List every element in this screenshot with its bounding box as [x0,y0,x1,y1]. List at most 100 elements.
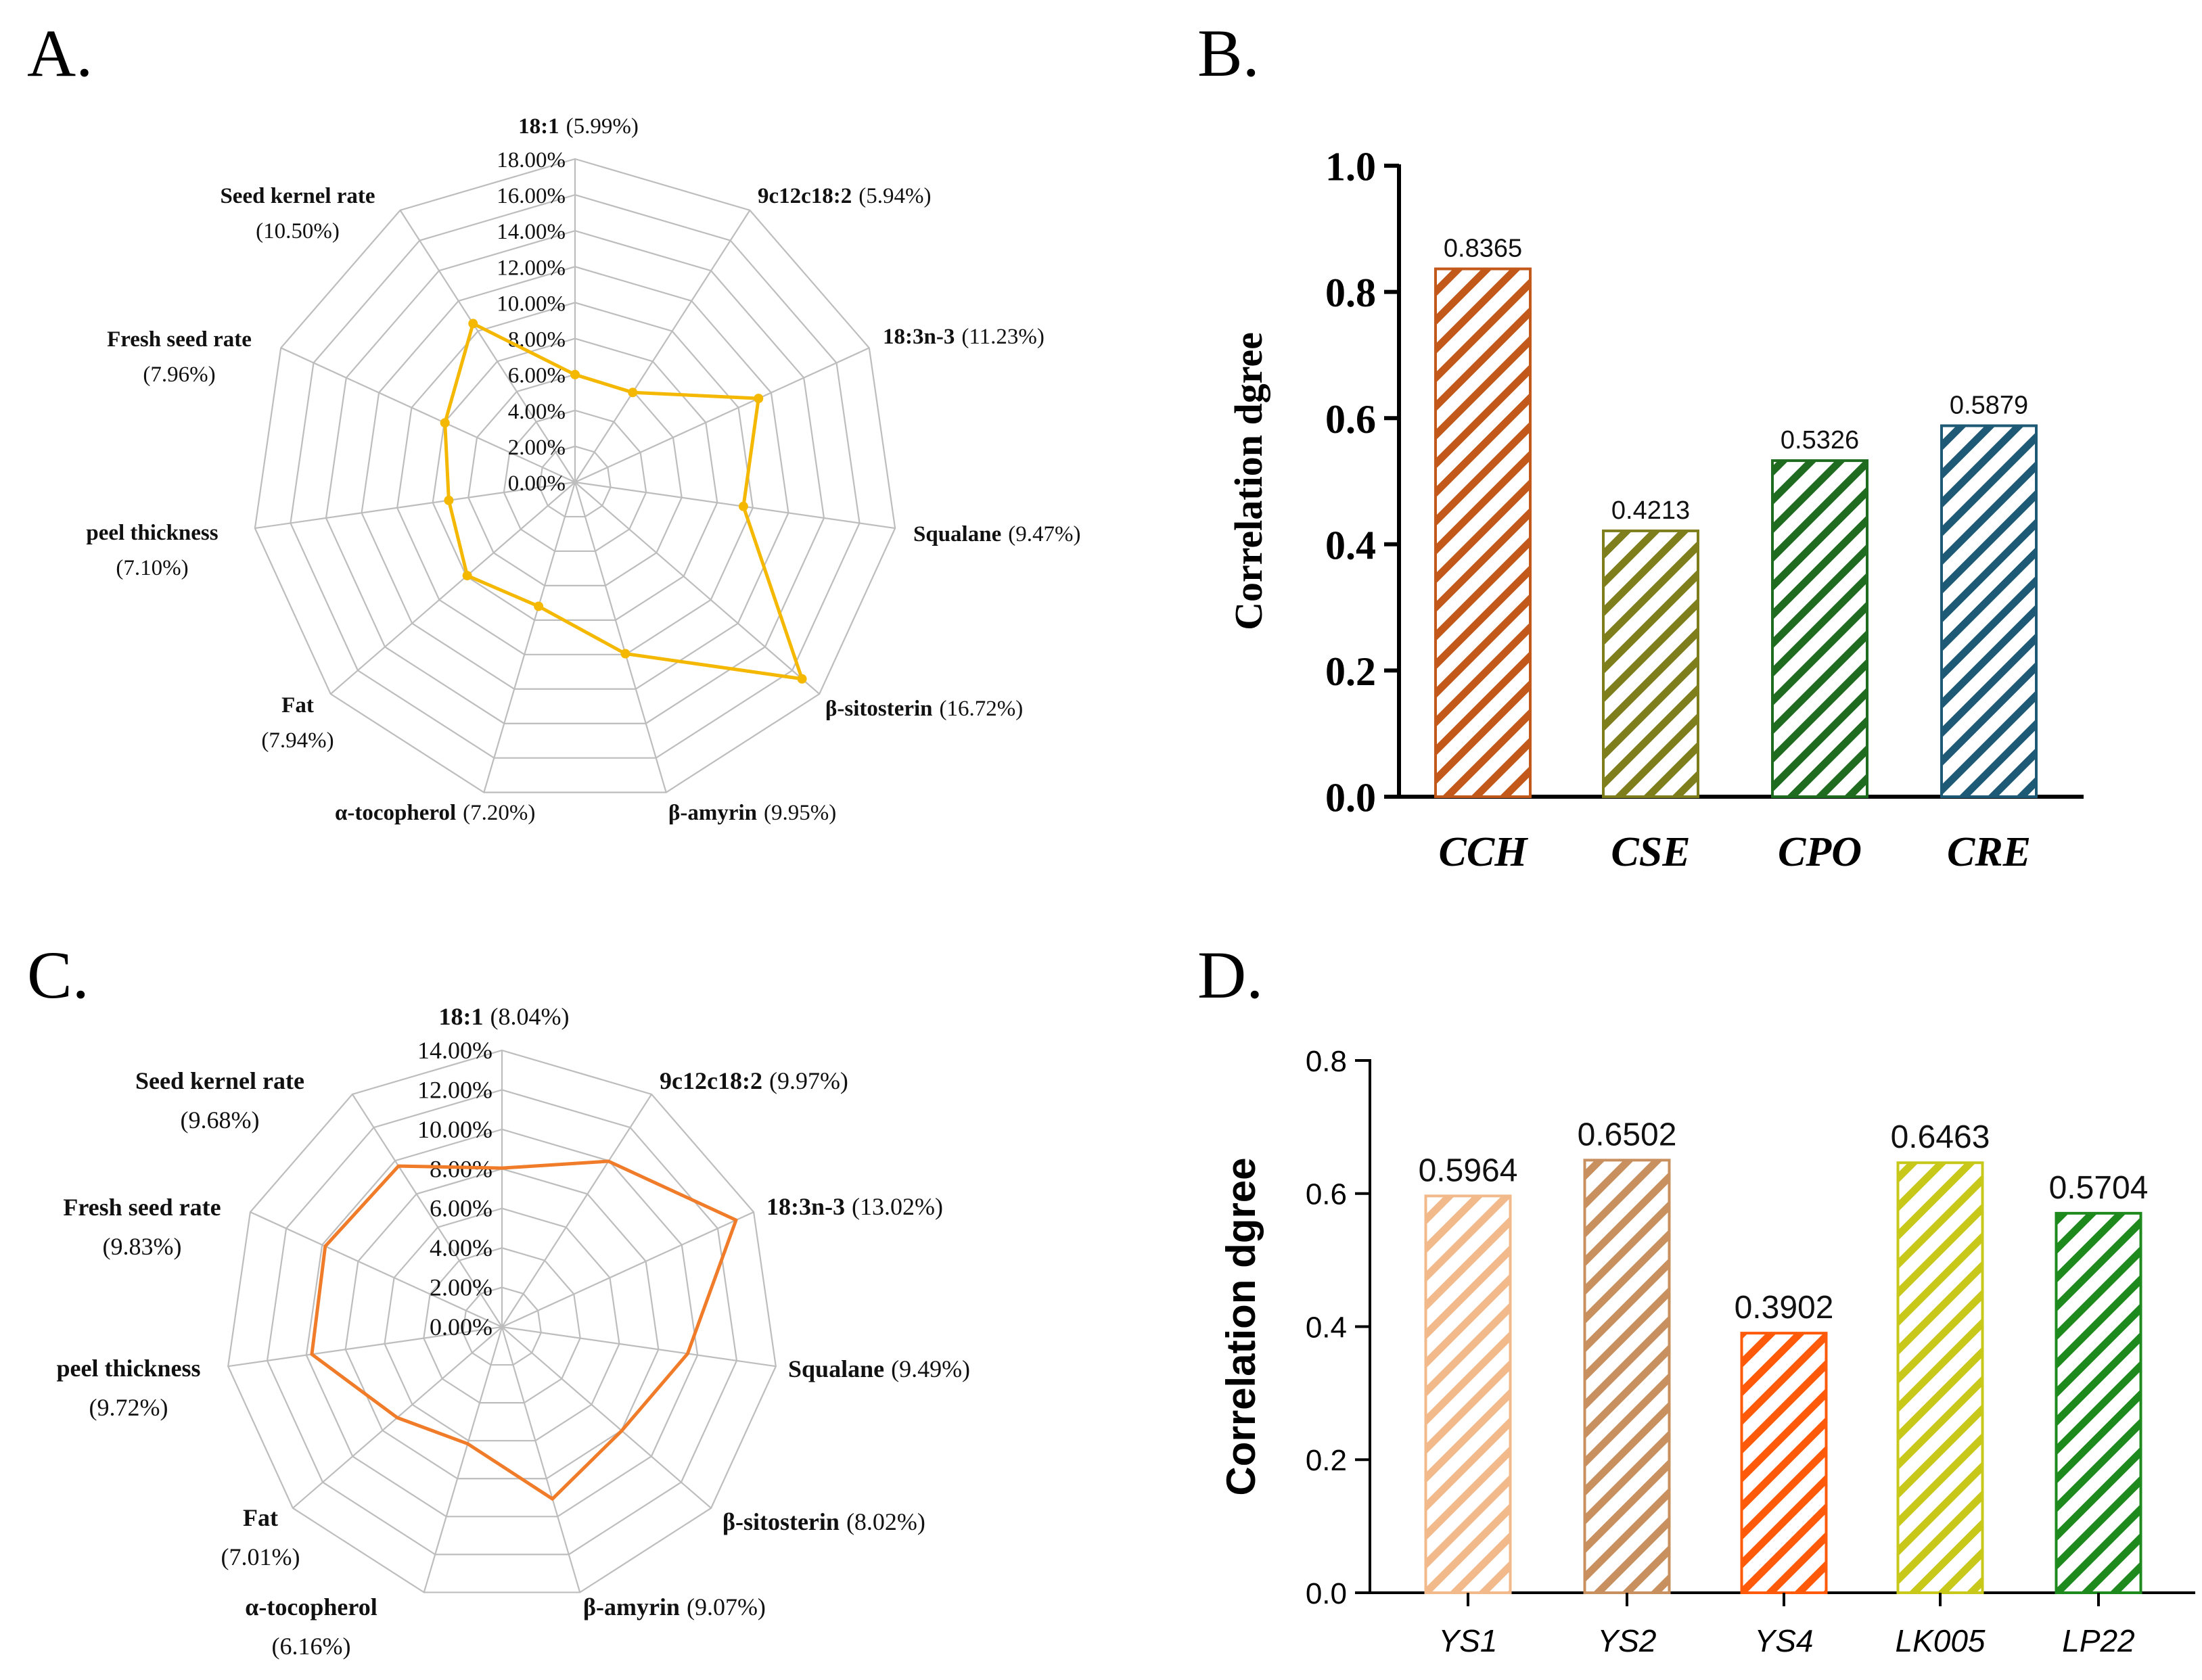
radar-axis-name: Seed kernel rate [135,1067,304,1094]
radar-axis-label: peel thickness (9.72%) [56,1355,200,1421]
radar-tick-label: 6.00% [430,1195,492,1222]
x-category-label: YS2 [1598,1623,1657,1658]
radar-tick-label: 18.00% [497,148,566,172]
y-tick-label: 0.0 [1325,776,1376,820]
radar-spoke [228,1326,503,1368]
bar-cpo [1771,459,1868,799]
panel-letter-c: C. [27,937,89,1012]
radar-tick-label: 0.00% [508,471,566,496]
bar-cre [1940,424,2038,798]
y-axis-title: Correlation dgree [1226,332,1270,630]
radar-axis-label: Seed kernel rate (10.50%) [220,184,375,243]
radar-axis-label: α-tocopherol (7.20%) [335,801,535,825]
radar-axis-pct: (9.07%) [687,1593,766,1620]
radar-axis-name: α-tocopherol [245,1593,377,1620]
bar-value-label: 0.4213 [1611,496,1690,525]
panel-letter-d: D. [1197,937,1263,1012]
radar-tick-label: 12.00% [417,1076,492,1103]
radar-spoke [574,210,751,483]
radar-tick-label: 6.00% [508,364,566,388]
y-tick-label: 0.2 [1325,649,1376,694]
radar-data-point [462,571,472,581]
radar-spoke [330,482,576,695]
radar-axis-label: β-sitosterin (8.02%) [722,1508,925,1535]
bar-value-label: 0.5326 [1781,426,1859,454]
radar-grid-ring [325,230,825,724]
radar-axis-name: peel thickness [56,1355,200,1382]
y-tick-label: 0.6 [1306,1178,1347,1211]
radar-spoke [574,347,870,484]
radar-data-point [797,674,807,684]
bar-value-label: 0.6463 [1891,1119,1990,1155]
x-category-label: CSE [1611,829,1690,875]
radar-spoke [423,1326,503,1593]
radar-axis-name: 9c12c18:2 [660,1067,762,1094]
x-category-label: CRE [1947,829,2031,875]
bar-value-label: 0.6502 [1578,1117,1677,1152]
radar-grid-ring [227,1049,777,1593]
radar-axis-pct: (9.49%) [891,1355,970,1382]
radar-axis-label: Fat (7.94%) [261,693,334,753]
radar-axis-pct: (7.01%) [221,1543,300,1570]
radar-axis-pct: (6.16%) [272,1633,351,1660]
y-axis-title: Correlation dgree [1218,1157,1264,1495]
radar-axis-pct: (7.20%) [463,801,535,825]
bar-cse [1602,529,1699,799]
radar-data-point [534,601,544,611]
radar-axis-pct: (7.96%) [143,363,215,387]
radar-tick-label: 2.00% [430,1274,492,1301]
radar-tick-label: 14.00% [417,1037,492,1064]
radar-grid-ring [305,1128,699,1518]
radar-grid-ring [432,337,718,621]
radar-data-point [628,388,638,398]
radar-axis-pct: (8.02%) [846,1508,925,1535]
radar-axis-label: 9c12c18:2 (5.94%) [758,184,932,208]
x-category-label: LK005 [1895,1623,1985,1658]
panel-letter-b: B. [1197,16,1260,91]
radar-axis-label: Fresh seed rate (7.96%) [107,327,252,387]
radar-data-point [620,649,630,659]
radar-tick-label: 10.00% [497,291,566,316]
radar-grid-ring [384,1207,620,1442]
radar-grid-ring [254,158,896,793]
radar-spoke [501,1094,653,1328]
radar-axis-label: Fresh seed rate (9.83%) [63,1194,221,1260]
radar-spoke [501,1326,776,1368]
radar-axis-label: Seed kernel rate (9.68%) [135,1067,304,1134]
y-tick-label: 0.8 [1306,1045,1347,1078]
radar-tick-label: 0.00% [430,1313,492,1340]
radar-grid-ring [266,1089,738,1556]
radar-axis-label: 18:1 (8.04%) [439,1003,570,1030]
radar-axis-pct: (9.97%) [769,1067,848,1094]
radar-spoke [574,482,820,695]
radar-data-point [570,369,580,379]
radar-data-point [440,418,450,428]
radar-tick-label: 16.00% [497,184,566,208]
radar-axis-pct: (11.23%) [961,325,1045,349]
radar-axis-label: β-sitosterin (16.72%) [825,697,1023,721]
radar-grid-ring [396,302,754,655]
radar-axis-name: β-sitosterin [722,1508,840,1535]
radar-axis-pct: (9.68%) [181,1106,260,1134]
radar-tick-label: 12.00% [497,256,566,280]
y-tick-label: 0.4 [1306,1311,1347,1344]
bar-ys4 [1740,1332,1828,1594]
radar-spoke [351,1094,503,1328]
radar-axis-pct: (5.94%) [858,184,931,208]
radar-tick-label: 2.00% [508,436,566,460]
radar-axis-pct: (16.72%) [940,697,1024,721]
radar-axis-name: peel thickness [86,521,218,545]
radar-axis-pct: (9.83%) [103,1233,182,1260]
radar-tick-label: 4.00% [508,400,566,424]
radar-axis-name: 18:1 [439,1003,484,1030]
radar-spoke [501,1211,754,1328]
bar-ys1 [1424,1194,1512,1594]
bar-value-label: 0.5704 [2049,1170,2149,1206]
radar-axis-pct: (5.99%) [566,114,639,139]
radar-axis-name: 18:3n-3 [883,325,955,349]
bar-value-label: 0.3902 [1735,1290,1834,1326]
radar-chart-c: 0.00%2.00%4.00%6.00%8.00%10.00%12.00%14.… [56,1003,970,1660]
radar-spoke [483,482,576,793]
radar-axis-label: α-tocopherol (6.16%) [245,1593,377,1660]
x-category-label: CCH [1439,829,1529,875]
